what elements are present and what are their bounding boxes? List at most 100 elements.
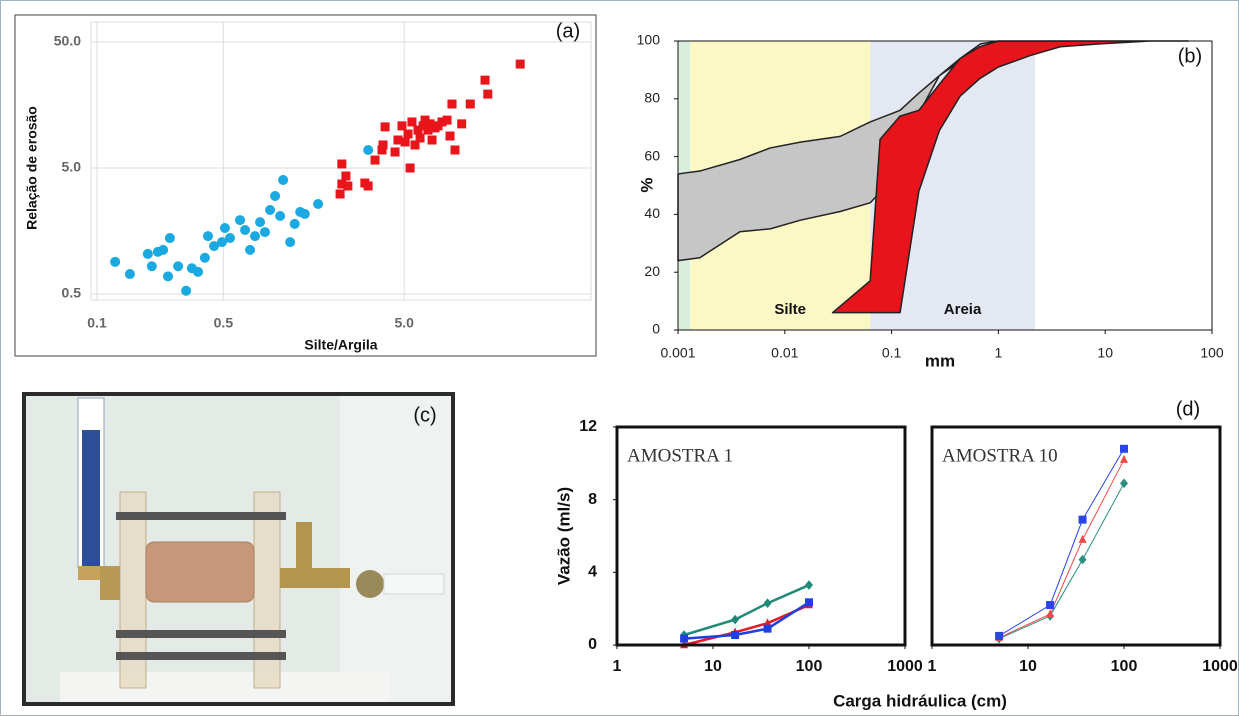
- point: [299, 208, 310, 219]
- point: [216, 237, 227, 248]
- point: [209, 241, 220, 252]
- y-tick-label: 50.0: [54, 33, 81, 49]
- point: [250, 231, 261, 242]
- plot-area: [90, 21, 592, 301]
- valve-left: [100, 566, 120, 600]
- photo-panel: (c): [22, 392, 455, 706]
- y-tick-label: 20: [644, 263, 660, 279]
- panel-label: (d): [1176, 398, 1200, 420]
- point: [995, 631, 1004, 640]
- point: [341, 171, 351, 181]
- point: [763, 598, 772, 609]
- y-tick-label: 0.5: [62, 285, 82, 301]
- plot-frame: [677, 40, 1213, 331]
- point: [110, 256, 121, 267]
- point: [1078, 534, 1087, 543]
- ruler-scale: [82, 430, 100, 566]
- point: [289, 218, 300, 229]
- y-tick-label: 40: [644, 205, 660, 221]
- rod: [116, 630, 286, 638]
- x-tick-label: 10: [704, 658, 722, 675]
- x-tick-label: 10: [1019, 658, 1037, 675]
- point: [397, 121, 407, 131]
- point: [1120, 444, 1128, 453]
- x-tick-label: 1: [995, 345, 1003, 361]
- y-tick-label: 100: [637, 32, 661, 48]
- point: [173, 261, 184, 272]
- chart-panel: 1 10 100 1000 AMOSTRA 10 (d): [928, 398, 1238, 675]
- point: [146, 261, 157, 272]
- point: [181, 285, 192, 296]
- point: [124, 269, 135, 280]
- point: [418, 121, 428, 131]
- point: [407, 117, 417, 127]
- x-tick-label: 1: [928, 658, 937, 675]
- point: [1046, 609, 1055, 618]
- point: [1078, 515, 1087, 524]
- point: [265, 205, 276, 216]
- chart-panel: 0.001 0.01 0.1 1 10 100 0 20 40 60 80 100 Silte Areia…: [637, 32, 1224, 371]
- x-tick-label: 1000: [1202, 658, 1238, 675]
- y-tick-label: 0: [588, 636, 597, 653]
- y-axis-label: Relação de erosão: [24, 106, 40, 230]
- pipe-fitting: [280, 568, 350, 588]
- x-tick-label: 100: [1200, 345, 1224, 361]
- y-tick-label: 60: [644, 147, 660, 163]
- point: [337, 159, 347, 169]
- y-tick-label: 4: [588, 564, 597, 581]
- point: [1120, 454, 1128, 463]
- point: [1120, 478, 1128, 489]
- panel-label: (a): [556, 20, 580, 42]
- point: [219, 223, 230, 234]
- line: [998, 448, 1125, 637]
- x-axis-label: Silte/Argila: [304, 337, 377, 353]
- point: [1078, 554, 1087, 565]
- line: [684, 601, 810, 640]
- point: [763, 624, 772, 633]
- soil-sample: [145, 541, 255, 603]
- point: [378, 140, 388, 150]
- point: [445, 131, 455, 141]
- point: [400, 137, 410, 147]
- point: [142, 248, 153, 259]
- point: [731, 614, 740, 625]
- plot-frame: [615, 425, 907, 647]
- gauge: [356, 570, 384, 598]
- y-tick-label: 12: [579, 418, 597, 435]
- point: [442, 115, 452, 125]
- x-tick-label: 1: [613, 658, 622, 675]
- chart-panel: 1 10 100 1000 0 4 8 12 AMOSTRA 1 Carga hidráulica…: [554, 418, 1006, 710]
- point: [285, 237, 296, 248]
- panel-label: (c): [413, 404, 436, 426]
- x-tick-label: 0.01: [771, 345, 798, 361]
- y-tick-label: 80: [644, 90, 660, 106]
- point: [437, 117, 447, 127]
- rod: [116, 652, 286, 660]
- point: [447, 99, 457, 109]
- point: [410, 140, 420, 150]
- region-label: Silte: [774, 301, 806, 318]
- region-label: Areia: [944, 301, 982, 318]
- x-axis-label: Carga hidráulica (cm): [833, 691, 1007, 710]
- point: [313, 198, 324, 209]
- point: [423, 125, 433, 135]
- point: [393, 135, 403, 145]
- point: [680, 634, 689, 643]
- point: [363, 181, 373, 191]
- point: [413, 125, 423, 135]
- point: [415, 133, 425, 143]
- x-tick-label: 0.001: [660, 345, 695, 361]
- point: [457, 119, 467, 129]
- y-axis-label: Vazão (ml/s): [554, 487, 573, 585]
- point: [377, 145, 387, 155]
- x-tick-label: 0.1: [882, 345, 902, 361]
- x-tick-label: 1000: [887, 658, 923, 675]
- y-tick-label: 0: [652, 321, 660, 337]
- point: [420, 115, 430, 125]
- point: [225, 233, 236, 244]
- point: [343, 181, 353, 191]
- point: [763, 618, 772, 627]
- point: [427, 135, 437, 145]
- y-tick-label: 8: [588, 491, 597, 508]
- photo-wall: [340, 396, 451, 702]
